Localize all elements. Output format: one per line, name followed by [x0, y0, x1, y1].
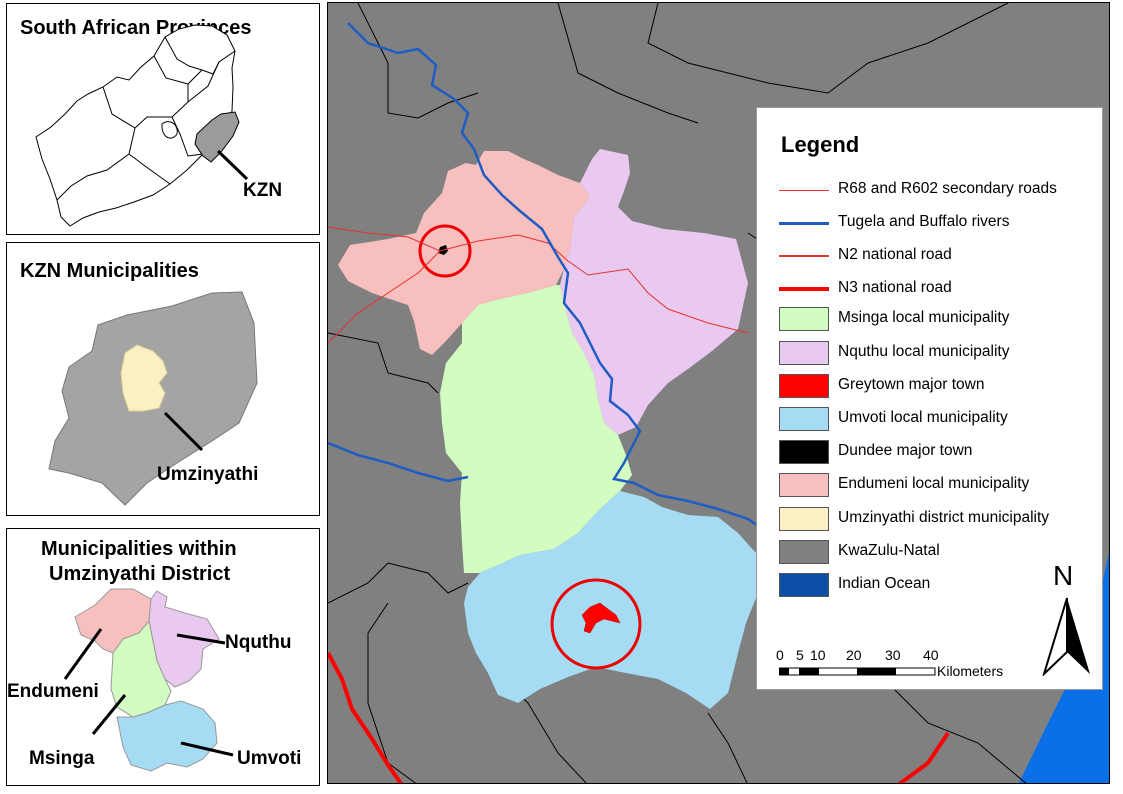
legend-fill-swatch [779, 407, 829, 431]
nquthu-label: Nquthu [225, 632, 292, 653]
nquthu-leader-line [176, 633, 226, 645]
legend-line-swatch [779, 211, 829, 235]
inset-district-title-2: Umzinyathi District [49, 563, 231, 585]
legend-fill-swatch [779, 341, 829, 365]
umzinyathi-label: Umzinyathi [157, 464, 259, 485]
legend-item: Greytown major town [779, 374, 1099, 400]
msinga-region [110, 619, 172, 718]
legend-fill-swatch [779, 507, 829, 531]
kzn-leader-line [216, 149, 249, 181]
legend-item-label: N2 national road [838, 246, 952, 263]
legend-fill-swatch [779, 540, 829, 564]
n3-road [328, 652, 404, 783]
legend-item-label: N3 national road [838, 279, 952, 296]
indian-ocean [1018, 552, 1109, 783]
scale-tick-30: 30 [885, 647, 901, 663]
legend-item-label: Nquthu local municipality [838, 343, 1010, 360]
endumeni-leader-line [63, 628, 103, 680]
kzn-map [48, 291, 258, 506]
legend-fill-swatch [779, 473, 829, 497]
rivers [328, 22, 809, 553]
kzn-label: KZN [243, 180, 283, 201]
province-border [164, 36, 203, 71]
nquthu-municipality [560, 149, 748, 435]
umvoti-region [116, 700, 218, 772]
scale-bar [779, 667, 936, 676]
n2-road [897, 731, 950, 783]
legend-item-label: Dundee major town [838, 442, 973, 459]
dundee-highlight-circle [418, 224, 472, 278]
legend-fill-swatch [779, 374, 829, 398]
legend-line-swatch [779, 244, 829, 268]
legend-item: Tugela and Buffalo rivers [779, 211, 1099, 237]
scale-tick-10: 10 [810, 647, 826, 663]
legend-item: N3 national road [779, 277, 1099, 303]
legend-item: Umzinyathi district municipality [779, 507, 1099, 533]
legend-item: KwaZulu-Natal [779, 540, 1099, 566]
legend-title: Legend [781, 132, 860, 157]
legend-item-label: Umvoti local municipality [838, 409, 1008, 426]
msinga-municipality [440, 285, 632, 573]
secondary-roads [328, 226, 749, 344]
district-map [63, 588, 234, 772]
province-border [187, 61, 220, 85]
legend-line-swatch [779, 178, 829, 202]
legend-item: N2 national road [779, 244, 1099, 270]
umzinyathi-leader-line [163, 411, 204, 452]
legend-item: Nquthu local municipality [779, 341, 1099, 367]
scale-unit: Kilometers [937, 663, 1004, 679]
legend-item-label: KwaZulu-Natal [838, 542, 940, 559]
kzn-province [194, 111, 240, 163]
south-africa-map [35, 24, 249, 227]
scale-tick-5: 5 [796, 647, 804, 663]
msinga-label: Msinga [29, 748, 95, 769]
province-border [56, 127, 136, 201]
umvoti-municipality [464, 491, 768, 709]
north-arrow-icon [1042, 597, 1090, 676]
legend-item-label: Endumeni local municipality [838, 475, 1030, 492]
legend-item-label: Tugela and Buffalo rivers [838, 213, 1010, 230]
legend-item: Dundee major town [779, 440, 1099, 466]
greytown-highlight-circle [550, 578, 642, 670]
scale-tick-40: 40 [923, 647, 939, 663]
legend-panel: Legend R68 and R602 secondary roads Tugel… [756, 107, 1103, 690]
lesotho [161, 121, 178, 139]
legend-item: Umvoti local municipality [779, 407, 1099, 433]
legend-item: Indian Ocean [779, 573, 1099, 599]
north-label: N [1053, 560, 1074, 591]
umvoti-label: Umvoti [237, 748, 302, 769]
legend-item: Endumeni local municipality [779, 473, 1099, 499]
scale-tick-0: 0 [776, 647, 784, 663]
legend-fill-swatch [779, 573, 829, 597]
msinga-leader-line [91, 694, 127, 735]
inset-provinces-panel: South African Provinces KZN [6, 3, 320, 235]
inset-kzn-title: KZN Municipalities [20, 260, 199, 282]
legend-item: Msinga local municipality [779, 307, 1099, 333]
inset-kzn-panel: KZN Municipalities Umzinyathi [6, 242, 320, 516]
legend-item-label: R68 and R602 secondary roads [838, 180, 1057, 197]
greytown-town [581, 602, 621, 634]
umzinyathi-district [120, 344, 168, 412]
endumeni-label: Endumeni [7, 681, 99, 702]
legend-fill-swatch [779, 440, 829, 464]
legend-item-label: Greytown major town [838, 376, 985, 393]
legend-line-swatch [779, 277, 829, 301]
legend-item-label: Msinga local municipality [838, 309, 1010, 326]
inset-district-title-1: Municipalities within [41, 538, 237, 560]
sa-outline [35, 24, 236, 227]
province-border [128, 153, 171, 185]
legend-item-label: Indian Ocean [838, 575, 931, 592]
inset-district-panel: Municipalities within Umzinyathi Distric… [6, 528, 320, 786]
legend-item-label: Umzinyathi district municipality [838, 509, 1050, 526]
legend-item: R68 and R602 secondary roads [779, 178, 1099, 204]
endumeni-municipality [338, 151, 590, 355]
scale-tick-20: 20 [846, 647, 862, 663]
legend-fill-swatch [779, 307, 829, 331]
umvoti-leader-line [180, 741, 234, 757]
